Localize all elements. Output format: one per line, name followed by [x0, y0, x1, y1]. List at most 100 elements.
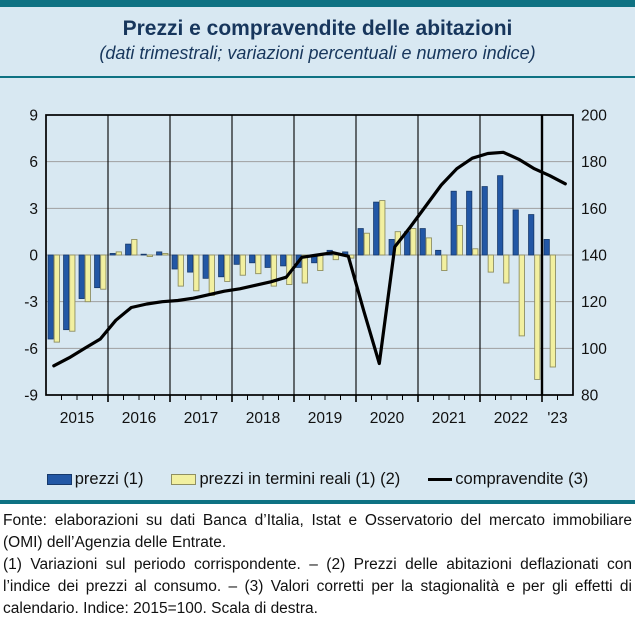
bar-prezzi [47, 254, 54, 340]
svg-text:2019: 2019 [308, 410, 342, 427]
bar-prezzi-reali [410, 228, 417, 256]
bar-prezzi-reali [224, 254, 231, 282]
bar-prezzi [171, 254, 178, 270]
bar-prezzi [497, 175, 504, 256]
bar-prezzi [528, 214, 535, 256]
top-accent-bar [0, 0, 635, 7]
bar-prezzi [466, 190, 473, 256]
bar-prezzi-reali [69, 254, 76, 332]
bar-prezzi-reali [456, 224, 463, 256]
page-title: Prezzi e compravendite delle abitazioni [122, 17, 513, 40]
chart-legend: prezzi (1) prezzi in termini reali (1) (… [0, 458, 635, 500]
bar-prezzi [218, 254, 225, 278]
svg-text:2015: 2015 [60, 410, 94, 427]
bar-prezzi-reali [363, 232, 370, 256]
footer-divider [0, 500, 635, 504]
compravendite-line-swatch-icon [428, 477, 453, 481]
year-separator-lines [107, 115, 544, 395]
svg-text:6: 6 [29, 154, 38, 171]
bar-prezzi [419, 228, 426, 256]
svg-text:140: 140 [581, 248, 607, 265]
prezzi-bars [47, 175, 550, 340]
bar-prezzi [512, 209, 519, 256]
svg-text:-6: -6 [24, 341, 38, 358]
bar-prezzi-reali [177, 254, 184, 287]
bar-prezzi-reali [441, 254, 448, 272]
svg-text:100: 100 [581, 341, 607, 358]
legend-item-prezzi: prezzi (1) [46, 469, 144, 489]
bar-prezzi-reali [146, 254, 153, 258]
page-subtitle: (dati trimestrali; variazioni percentual… [99, 43, 536, 64]
bar-prezzi [140, 253, 147, 256]
bar-prezzi-reali [115, 251, 122, 256]
bar-prezzi-reali [379, 200, 386, 256]
bar-prezzi [249, 254, 256, 264]
chart-header: Prezzi e compravendite delle abitazioni … [0, 7, 635, 78]
explanatory-notes: (1) Variazioni sul periodo corrispondent… [3, 556, 632, 617]
bar-prezzi [373, 201, 380, 256]
svg-text:-3: -3 [24, 294, 38, 311]
x-axis-year-labels: 2015 2016 2017 2018 2019 2020 2021 2022 '23 [60, 410, 568, 427]
bar-prezzi [202, 254, 209, 279]
bar-prezzi [78, 254, 85, 299]
prezzi-swatch-icon [46, 473, 72, 485]
bar-prezzi-reali [472, 248, 479, 256]
bar-prezzi [481, 186, 488, 256]
svg-text:80: 80 [581, 388, 599, 405]
bar-prezzi-reali [208, 254, 215, 296]
bar-prezzi-reali [549, 254, 556, 368]
svg-text:180: 180 [581, 154, 607, 171]
bar-prezzi-reali [84, 254, 91, 303]
bar-prezzi-reali [518, 254, 525, 337]
legend-item-prezzi-reali: prezzi in termini reali (1) (2) [171, 470, 400, 489]
bar-prezzi [156, 251, 163, 256]
bar-prezzi-reali [239, 254, 246, 276]
svg-text:120: 120 [581, 294, 607, 311]
bar-prezzi-reali [193, 254, 200, 292]
left-axis-labels: 9 6 3 0 -3 -6 -9 [24, 108, 38, 405]
bar-prezzi-reali [100, 254, 107, 290]
svg-text:2022: 2022 [494, 410, 528, 427]
legend-item-compravendite: compravendite (3) [428, 470, 588, 489]
source-note: Fonte: elaborazioni su dati Banca d’Ital… [3, 512, 632, 551]
bar-prezzi-reali [317, 254, 324, 272]
bar-prezzi-reali [425, 237, 432, 256]
bar-prezzi [435, 249, 442, 256]
prezzi-reali-bars [53, 200, 556, 380]
svg-text:'23: '23 [547, 410, 567, 427]
bar-prezzi [233, 254, 240, 265]
svg-text:200: 200 [581, 108, 607, 125]
svg-text:2020: 2020 [370, 410, 405, 427]
svg-text:2021: 2021 [432, 410, 466, 427]
svg-text:160: 160 [581, 201, 607, 218]
bar-prezzi [357, 228, 364, 256]
svg-text:9: 9 [29, 108, 38, 125]
bar-prezzi [280, 254, 287, 267]
bar-prezzi [125, 243, 132, 256]
compravendite-line [52, 150, 567, 368]
bar-prezzi-reali [53, 254, 60, 343]
svg-text:2017: 2017 [184, 410, 218, 427]
legend-label-prezzi-reali: prezzi in termini reali (1) (2) [199, 469, 401, 488]
bar-prezzi-reali [255, 254, 262, 275]
right-axis-labels: 200 180 160 140 120 100 80 [581, 108, 607, 405]
svg-text:2016: 2016 [122, 410, 156, 427]
bar-prezzi [109, 253, 116, 256]
svg-text:0: 0 [29, 248, 38, 265]
bar-prezzi-reali [534, 254, 541, 380]
legend-label-compravendite: compravendite (3) [455, 469, 589, 488]
bar-prezzi [94, 254, 101, 289]
bar-prezzi-reali [503, 254, 510, 284]
bar-prezzi [63, 254, 70, 331]
bar-prezzi-reali [162, 252, 169, 256]
footer-notes: Fonte: elaborazioni su dati Banca d’Ital… [0, 504, 635, 624]
bar-prezzi-reali [332, 254, 339, 261]
compravendite-path [52, 150, 567, 368]
prezzi-reali-swatch-icon [171, 473, 197, 485]
bar-prezzi-reali [301, 254, 308, 284]
legend-label-prezzi: prezzi (1) [74, 469, 144, 488]
bar-prezzi [543, 239, 550, 256]
svg-text:3: 3 [29, 201, 38, 218]
bar-prezzi [450, 190, 457, 256]
